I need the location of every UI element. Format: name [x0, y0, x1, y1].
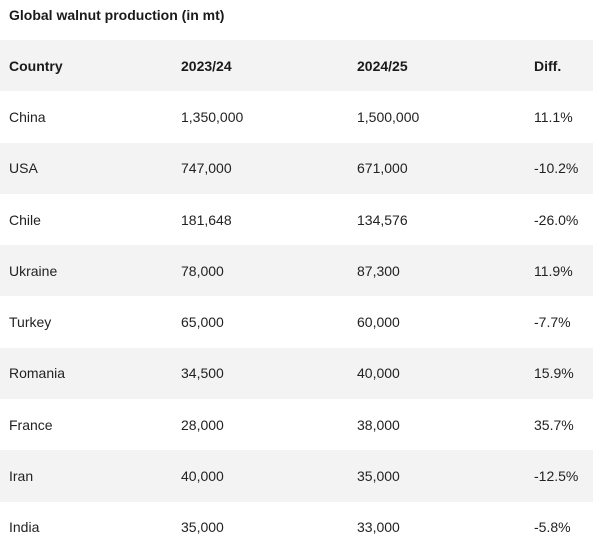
table-row: Turkey 65,000 60,000 -7.7%: [0, 296, 593, 347]
cell-2024-25: 33,000: [357, 519, 400, 536]
cell-country: Iran: [9, 468, 34, 485]
cell-2024-25: 60,000: [357, 314, 400, 331]
cell-2023-24: 34,500: [181, 365, 224, 382]
cell-country: Turkey: [9, 314, 52, 331]
table-row: Ukraine 78,000 87,300 11.9%: [0, 245, 593, 297]
cell-diff: -12.5%: [534, 468, 579, 485]
cell-country: India: [9, 519, 40, 536]
cell-2023-24: 1,350,000: [181, 108, 244, 125]
cell-country: Chile: [9, 211, 41, 228]
table-row: Iran 40,000 35,000 -12.5%: [0, 450, 593, 502]
table-row: France 28,000 38,000 35.7%: [0, 399, 593, 450]
cell-diff: -26.0%: [534, 211, 579, 228]
cell-2024-25: 38,000: [357, 416, 400, 433]
cell-2023-24: 65,000: [181, 314, 224, 331]
table-title: Global walnut production (in mt): [9, 7, 225, 23]
cell-diff: 35.7%: [534, 416, 574, 433]
cell-country: Romania: [9, 365, 66, 382]
cell-2023-24: 40,000: [181, 468, 224, 485]
table-header-row: Country 2023/24 2024/25 Diff.: [0, 40, 593, 92]
cell-diff: -7.7%: [534, 314, 571, 331]
table-row: USA 747,000 671,000 -10.2%: [0, 142, 593, 194]
cell-diff: 11.9%: [534, 262, 573, 279]
cell-diff: -5.8%: [534, 519, 571, 536]
cell-2024-25: 40,000: [357, 365, 400, 382]
cell-diff: 11.1%: [534, 108, 573, 125]
cell-2024-25: 87,300: [357, 262, 400, 279]
cell-country: USA: [9, 160, 38, 177]
table-row: Romania 34,500 40,000 15.9%: [0, 347, 593, 400]
cell-2024-25: 671,000: [357, 160, 408, 177]
walnut-production-table: Country 2023/24 2024/25 Diff. China 1,35…: [0, 40, 593, 553]
cell-2023-24: 747,000: [181, 160, 232, 177]
cell-2024-25: 35,000: [357, 468, 400, 485]
header-2024-25: 2024/25: [357, 57, 408, 74]
cell-country: China: [9, 108, 46, 125]
header-2023-24: 2023/24: [181, 57, 232, 74]
table-row: China 1,350,000 1,500,000 11.1%: [0, 91, 593, 142]
cell-country: Ukraine: [9, 262, 58, 279]
cell-2023-24: 181,648: [181, 211, 232, 228]
cell-country: France: [9, 416, 53, 433]
cell-2023-24: 78,000: [181, 262, 224, 279]
table-row: India 35,000 33,000 -5.8%: [0, 502, 593, 553]
cell-diff: -10.2%: [534, 160, 579, 177]
cell-2023-24: 28,000: [181, 416, 224, 433]
cell-2024-25: 1,500,000: [357, 108, 420, 125]
header-country: Country: [9, 57, 63, 74]
cell-diff: 15.9%: [534, 365, 574, 382]
cell-2024-25: 134,576: [357, 211, 408, 228]
cell-2023-24: 35,000: [181, 519, 224, 536]
table-row: Chile 181,648 134,576 -26.0%: [0, 194, 593, 245]
header-diff: Diff.: [534, 57, 562, 74]
